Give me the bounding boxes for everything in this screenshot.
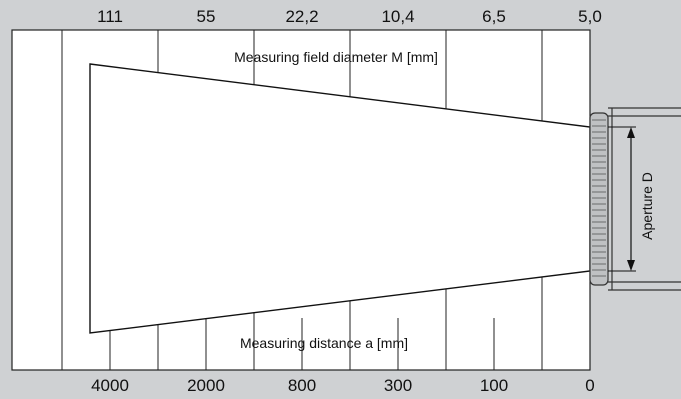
bottom-label-100: 100	[480, 376, 508, 395]
bottom-label-0: 0	[585, 376, 594, 395]
bottom-label-800: 800	[288, 376, 316, 395]
sensor-lens	[589, 107, 681, 291]
top-label-111: 111	[97, 7, 123, 26]
top-label-6-5: 6,5	[482, 7, 506, 26]
top-label-5-0: 5,0	[578, 7, 602, 26]
top-label-22-2: 22,2	[285, 7, 318, 26]
bottom-label-300: 300	[384, 376, 412, 395]
bottom-label-4000: 4000	[91, 376, 129, 395]
bottom-scale-caption: Measuring distance a [mm]	[240, 335, 408, 351]
top-label-55: 55	[197, 7, 216, 26]
top-scale-caption: Measuring field diameter M [mm]	[234, 49, 438, 65]
aperture-label: Aperture D	[639, 172, 655, 240]
top-label-10-4: 10,4	[381, 7, 414, 26]
bottom-label-2000: 2000	[187, 376, 225, 395]
